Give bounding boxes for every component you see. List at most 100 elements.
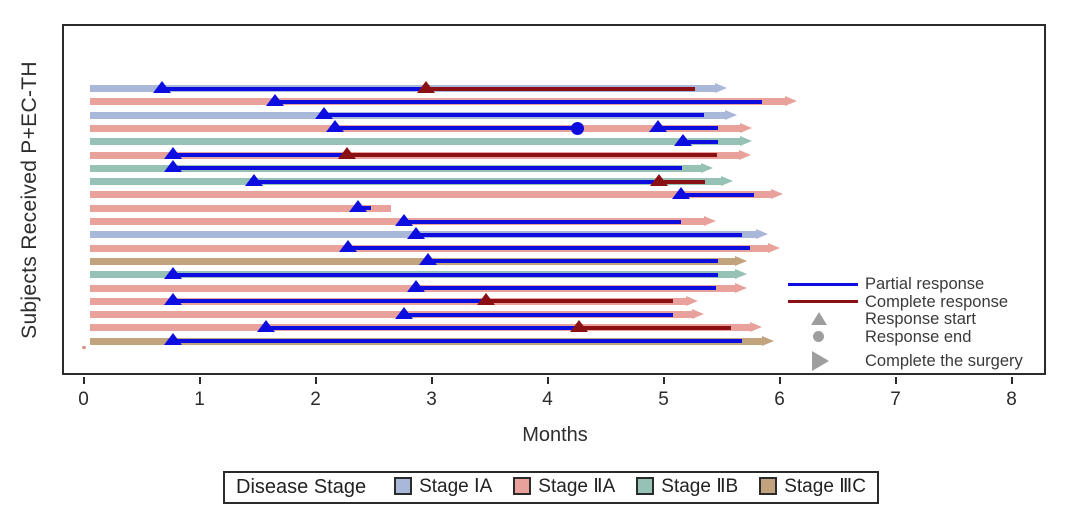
response-start-icon [326, 120, 345, 133]
x-axis-tick [662, 377, 665, 384]
response-start-icon [245, 173, 264, 186]
x-axis-tick-label: 7 [890, 389, 901, 410]
response-start-icon [648, 120, 667, 133]
response-start-icon [265, 93, 284, 106]
complete-response-line [578, 325, 731, 330]
surgery-arrow-icon [738, 149, 751, 160]
x-axis-tick-label: 0 [78, 389, 89, 410]
surgery-arrow-icon [784, 96, 797, 107]
surgery-arrow-icon [755, 229, 768, 240]
x-axis-tick [198, 377, 201, 384]
surgery-arrow-icon [701, 162, 714, 173]
surgery-arrow-icon [761, 335, 774, 346]
stage-legend-item: Stage ⅢC [759, 475, 866, 498]
response-start-icon [163, 160, 182, 173]
partial-response-line [657, 126, 718, 131]
stage-swatch-icon [394, 477, 413, 496]
stage-legend-label: Stage ⅢC [784, 475, 866, 497]
response-start-icon [569, 319, 588, 332]
stage-legend-label: Stage ⅠA [419, 475, 493, 497]
partial-response-line [172, 153, 347, 157]
x-axis-title: Months [522, 424, 588, 446]
x-axis-tick [546, 377, 549, 384]
partial-response-line [265, 325, 579, 330]
surgery-arrow-icon [721, 176, 734, 187]
partial-response-line [323, 113, 705, 118]
partial-response-line [416, 286, 716, 290]
surgery-arrow-icon [703, 216, 716, 226]
surgery-arrow-icon [770, 189, 783, 200]
circle-icon [813, 331, 824, 342]
surgery-arrow-icon [750, 322, 763, 333]
response-start-icon [163, 147, 182, 159]
x-axis-tick [430, 377, 433, 384]
stage-legend-label: Stage ⅡA [538, 475, 616, 497]
partial-response-line [683, 139, 719, 144]
x-axis-tick-label: 6 [774, 389, 785, 410]
stage-legend: Disease Stage Stage ⅠA Stage ⅡA Stage ⅡB St… [223, 471, 879, 504]
response-start-icon [477, 293, 496, 306]
partial-response-line [403, 219, 681, 224]
x-axis-tick-label: 4 [542, 389, 553, 410]
x-axis-tick [778, 377, 781, 384]
response-start-icon [314, 107, 333, 120]
surgery-arrow-icon [692, 309, 705, 320]
x-axis-tick [1010, 377, 1013, 384]
stage-swatch-icon [759, 477, 778, 496]
surgery-arrow-icon [686, 295, 699, 306]
surgery-arrow-icon [767, 242, 780, 253]
stage-legend-title: Disease Stage [236, 476, 367, 498]
x-axis-tick-label: 1 [194, 389, 205, 410]
partial-response-line [172, 299, 486, 304]
partial-response-line [162, 86, 426, 91]
response-legend-label: Complete response [865, 292, 1009, 311]
partial-response-line [403, 312, 673, 317]
x-axis-tick-label: 3 [426, 389, 437, 410]
partial-response-line [680, 192, 754, 197]
response-legend-label: Partial response [865, 275, 985, 293]
partial-response-line [254, 179, 659, 184]
response-start-icon [419, 253, 438, 266]
stage-swatch-icon [513, 477, 532, 496]
subject-bar [90, 311, 693, 319]
partial-response-line [347, 246, 751, 251]
response-start-icon [649, 173, 668, 186]
x-axis-tick-label: 8 [1006, 389, 1017, 410]
subject-bar [90, 138, 741, 146]
stage-legend-label: Stage ⅡB [661, 475, 739, 497]
surgery-arrow-icon [735, 282, 748, 293]
partial-response-line [274, 99, 763, 104]
partial-response-line [416, 232, 743, 237]
stage-legend-item: Stage ⅡA [513, 475, 615, 498]
response-legend-label: Response start [865, 310, 976, 328]
partial-response-line [335, 126, 578, 131]
response-start-icon [337, 147, 356, 159]
surgery-arrow-icon [739, 136, 752, 147]
response-start-icon [256, 319, 275, 332]
x-axis-tick-label: 2 [310, 389, 321, 410]
x-axis-tick-label: 5 [658, 389, 669, 410]
response-start-icon [163, 266, 182, 279]
partial-response-line [172, 339, 743, 344]
stage-legend-item: Stage ⅠA [394, 475, 492, 498]
surgery-arrow-icon [739, 122, 752, 133]
complete-response-line [346, 153, 717, 157]
response-end-icon [571, 121, 585, 135]
response-start-icon [163, 293, 182, 306]
partial-response-line [172, 166, 683, 171]
subject-bar [90, 204, 391, 212]
response-start-icon [394, 213, 413, 226]
surgery-arrow-icon [735, 255, 748, 266]
subject-bar [90, 191, 772, 199]
complete-response-line [425, 86, 695, 91]
response-start-icon [349, 200, 368, 213]
x-axis-tick [82, 377, 85, 384]
stage-legend-item: Stage ⅡB [636, 475, 738, 498]
line-complete-icon [788, 300, 858, 303]
complete-response-line [658, 179, 706, 184]
response-start-icon [153, 80, 172, 93]
stage-swatch-icon [636, 477, 655, 496]
response-start-icon [163, 333, 182, 346]
